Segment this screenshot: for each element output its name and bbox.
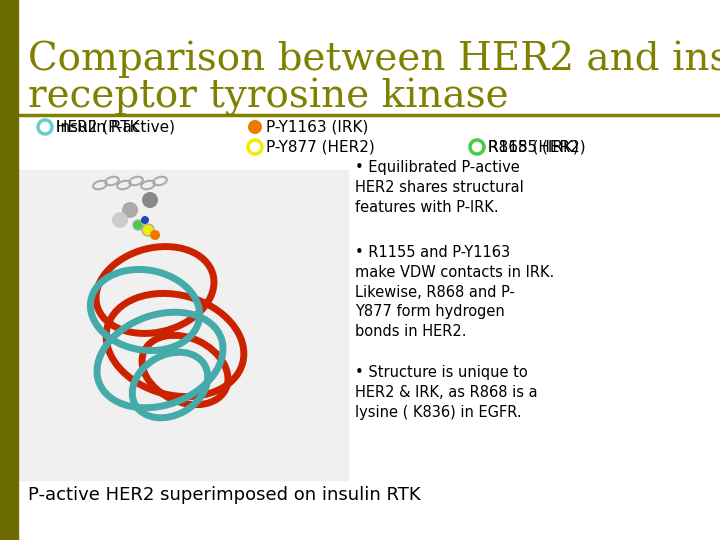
Circle shape bbox=[133, 220, 143, 230]
Circle shape bbox=[38, 120, 52, 134]
Text: Comparison between HER2 and insulin: Comparison between HER2 and insulin bbox=[28, 40, 720, 78]
Text: • R1155 and P-Y1163
make VDW contacts in IRK.
Likewise, R868 and P-
Y877 form hy: • R1155 and P-Y1163 make VDW contacts in… bbox=[355, 245, 554, 339]
Text: HER2 (P-active): HER2 (P-active) bbox=[56, 119, 175, 134]
Text: P-Y877 (HER2): P-Y877 (HER2) bbox=[266, 139, 374, 154]
Circle shape bbox=[122, 202, 138, 218]
Circle shape bbox=[142, 224, 154, 236]
Circle shape bbox=[142, 192, 158, 208]
Text: R868 (HER2): R868 (HER2) bbox=[488, 139, 585, 154]
Text: Insulin RTK: Insulin RTK bbox=[56, 119, 140, 134]
Bar bbox=[18, 170, 348, 480]
Circle shape bbox=[248, 140, 262, 154]
Bar bbox=[0, 0, 18, 540]
Circle shape bbox=[150, 230, 160, 240]
Text: • Structure is unique to
HER2 & IRK, as R868 is a
lysine ( K836) in EGFR.: • Structure is unique to HER2 & IRK, as … bbox=[355, 365, 538, 420]
Text: receptor tyrosine kinase: receptor tyrosine kinase bbox=[28, 78, 508, 116]
Text: • Equilibrated P-active
HER2 shares structural
features with P-IRK.: • Equilibrated P-active HER2 shares stru… bbox=[355, 160, 523, 214]
Circle shape bbox=[248, 120, 262, 134]
Circle shape bbox=[470, 140, 484, 154]
Text: P-active HER2 superimposed on insulin RTK: P-active HER2 superimposed on insulin RT… bbox=[28, 486, 420, 504]
Circle shape bbox=[141, 216, 149, 224]
Circle shape bbox=[112, 212, 128, 228]
Text: P-Y1163 (IRK): P-Y1163 (IRK) bbox=[266, 119, 369, 134]
Circle shape bbox=[470, 140, 484, 154]
Circle shape bbox=[38, 120, 52, 134]
Text: R1155 (IRK): R1155 (IRK) bbox=[488, 139, 579, 154]
